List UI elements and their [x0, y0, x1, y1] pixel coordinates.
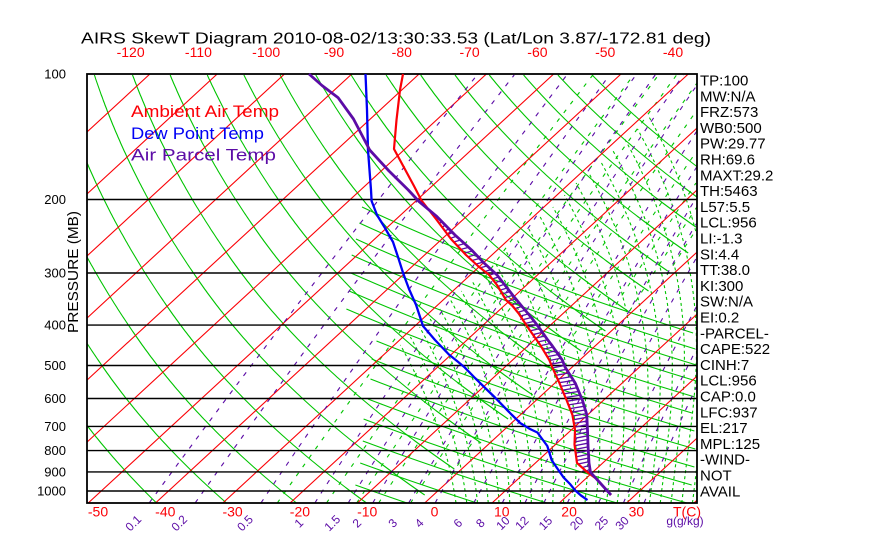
svg-text:-WIND-: -WIND-	[700, 452, 750, 469]
svg-text:800: 800	[44, 443, 66, 458]
svg-text:MW:N/A: MW:N/A	[700, 88, 756, 105]
svg-text:KI:300: KI:300	[700, 278, 743, 295]
svg-text:TH:5463: TH:5463	[700, 183, 758, 200]
svg-text:-PARCEL-: -PARCEL-	[700, 325, 769, 342]
svg-text:LCL:956: LCL:956	[700, 373, 757, 390]
svg-text:T(C): T(C)	[673, 504, 701, 520]
svg-text:30: 30	[629, 504, 645, 520]
svg-text:NOT: NOT	[700, 468, 732, 485]
svg-text:900: 900	[44, 464, 66, 479]
svg-text:200: 200	[44, 192, 66, 207]
svg-text:MPL:125: MPL:125	[700, 436, 760, 453]
svg-text:-70: -70	[459, 44, 479, 60]
svg-text:WB0:500: WB0:500	[700, 120, 762, 137]
svg-text:Ambient Air Temp: Ambient Air Temp	[131, 102, 279, 121]
svg-text:Dew Point Temp: Dew Point Temp	[131, 124, 264, 143]
svg-text:700: 700	[44, 419, 66, 434]
svg-text:Air Parcel Temp: Air Parcel Temp	[131, 146, 276, 165]
svg-text:400: 400	[44, 318, 66, 333]
svg-text:-50: -50	[88, 504, 108, 520]
svg-text:0: 0	[431, 504, 439, 520]
svg-text:20: 20	[561, 504, 577, 520]
svg-text:-100: -100	[252, 44, 280, 60]
svg-text:PRESSURE (MB): PRESSURE (MB)	[66, 211, 82, 333]
svg-text:TT:38.0: TT:38.0	[700, 262, 750, 279]
svg-text:LFC:937: LFC:937	[700, 404, 758, 421]
svg-text:EL:217: EL:217	[700, 420, 748, 437]
svg-text:-110: -110	[185, 44, 212, 60]
svg-text:MAXT:29.2: MAXT:29.2	[700, 167, 773, 184]
svg-text:AVAIL: AVAIL	[700, 483, 740, 500]
svg-text:PW:29.77: PW:29.77	[700, 136, 766, 153]
svg-text:SW:N/A: SW:N/A	[700, 294, 753, 311]
svg-text:500: 500	[44, 358, 66, 373]
svg-text:1000: 1000	[37, 484, 66, 499]
svg-text:-50: -50	[595, 44, 615, 60]
svg-text:EI:0.2: EI:0.2	[700, 310, 739, 327]
svg-text:FRZ:573: FRZ:573	[700, 104, 758, 121]
svg-text:-60: -60	[527, 44, 547, 60]
svg-text:CINH:7: CINH:7	[700, 357, 749, 374]
svg-text:LCL:956: LCL:956	[700, 215, 757, 232]
svg-text:300: 300	[44, 266, 66, 281]
svg-text:600: 600	[44, 391, 66, 406]
svg-text:RH:69.6: RH:69.6	[700, 152, 755, 169]
svg-text:SI:4.4: SI:4.4	[700, 246, 739, 263]
svg-text:-40: -40	[663, 44, 683, 60]
svg-text:-90: -90	[324, 44, 344, 60]
svg-text:L57:5.5: L57:5.5	[700, 199, 750, 216]
svg-text:-40: -40	[155, 504, 175, 520]
svg-text:-80: -80	[392, 44, 412, 60]
svg-text:CAP:0.0: CAP:0.0	[700, 389, 756, 406]
svg-text:g(g/kg): g(g/kg)	[666, 514, 703, 528]
svg-text:LI:-1.3: LI:-1.3	[700, 231, 743, 248]
svg-text:AIRS SkewT Diagram 2010-08-02/: AIRS SkewT Diagram 2010-08-02/13:30:33.5…	[81, 31, 711, 48]
svg-text:10: 10	[494, 504, 510, 520]
svg-text:-20: -20	[290, 504, 310, 520]
svg-text:CAPE:522: CAPE:522	[700, 341, 770, 358]
svg-text:-10: -10	[357, 504, 377, 520]
svg-text:-30: -30	[222, 504, 242, 520]
svg-text:100: 100	[44, 67, 66, 82]
svg-text:TP:100: TP:100	[700, 73, 748, 90]
svg-text:-120: -120	[117, 44, 145, 60]
